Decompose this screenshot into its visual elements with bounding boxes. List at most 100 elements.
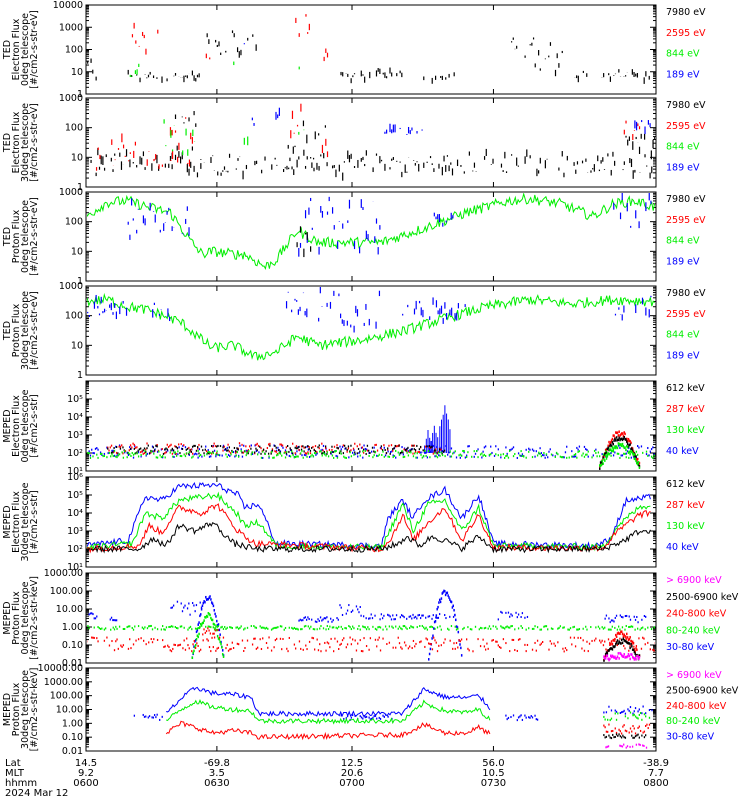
data-point-red — [316, 638, 318, 641]
data-point-green — [492, 625, 494, 628]
data-point-green — [240, 625, 242, 628]
data-point-black — [115, 446, 118, 449]
data-point-red — [619, 637, 621, 640]
data-point-blue — [201, 604, 204, 608]
data-point-red — [626, 440, 629, 443]
data-point-green — [436, 626, 439, 629]
data-point-red — [629, 645, 631, 648]
data-point-red — [256, 442, 258, 445]
data-point-green — [341, 628, 344, 631]
data-point-blue — [619, 711, 621, 714]
data-point-red — [246, 639, 249, 642]
data-point-green — [497, 454, 499, 457]
data-point-green — [609, 448, 612, 452]
data-point-black — [204, 448, 206, 451]
data-point-blue — [352, 714, 354, 717]
data-point-green — [384, 625, 387, 628]
data-point-red — [412, 639, 415, 642]
data-point-green — [110, 455, 112, 458]
data-point-blue — [572, 455, 574, 458]
data-point-blue — [160, 448, 163, 451]
data-point-blue — [362, 615, 365, 618]
data-point-black — [394, 444, 396, 447]
data-point-blue — [115, 445, 117, 448]
data-point-green — [225, 453, 227, 456]
data-point-blue — [305, 454, 307, 457]
data-point-green — [618, 452, 620, 455]
data-point-red — [271, 448, 274, 451]
data-point-red — [640, 647, 643, 650]
data-point-blue — [321, 448, 323, 451]
data-point-red — [425, 637, 427, 640]
data-point-red — [615, 431, 617, 434]
data-point-red — [417, 450, 419, 453]
data-point-green — [610, 717, 613, 720]
data-point-green — [127, 625, 130, 628]
data-point-green — [629, 452, 631, 456]
data-point-red — [435, 641, 437, 644]
data-point-red — [438, 644, 440, 647]
data-point-red — [627, 638, 630, 642]
data-point-green — [364, 626, 366, 629]
data-point-green — [403, 625, 406, 628]
data-point-green — [528, 627, 530, 630]
data-point-green — [607, 452, 609, 455]
data-point-blue — [506, 718, 508, 721]
data-point-green — [154, 626, 156, 629]
data-point-blue — [552, 454, 554, 457]
data-point-green — [255, 626, 258, 629]
data-point-red — [626, 636, 629, 639]
data-point-green — [539, 628, 541, 631]
data-point-blue — [577, 448, 579, 451]
panel-frame — [85, 476, 657, 568]
data-point-black — [350, 444, 352, 447]
data-point-blue — [512, 446, 515, 449]
data-point-blue — [379, 446, 382, 449]
data-point-blue — [129, 446, 131, 449]
data-point-black — [608, 649, 610, 652]
y-tick-label: 10³ — [67, 430, 83, 441]
data-point-green — [538, 451, 540, 454]
y-axis-label-line: [#/cm2-s-str-eV] — [29, 197, 40, 276]
y-axis-label-line: 30deg telescope — [20, 670, 31, 749]
data-point-green — [349, 626, 351, 629]
data-point-red — [246, 450, 248, 453]
data-point-blue — [208, 596, 210, 599]
data-point-red — [208, 646, 211, 649]
data-point-blue — [343, 717, 345, 720]
data-point-red — [619, 434, 621, 437]
data-point-red — [303, 446, 305, 449]
data-point-blue — [258, 451, 260, 454]
data-point-blue — [303, 616, 305, 619]
data-point-red — [188, 647, 190, 650]
data-point-red — [362, 451, 365, 454]
data-point-blue — [133, 714, 136, 717]
data-point-red — [635, 645, 638, 648]
data-point-blue — [615, 614, 618, 617]
data-point-red — [134, 446, 137, 449]
data-point-red — [614, 637, 616, 641]
data-point-blue — [530, 715, 532, 718]
data-point-green — [137, 455, 140, 458]
data-point-black — [625, 438, 627, 441]
data-point-blue — [520, 714, 522, 717]
data-point-green — [279, 625, 282, 628]
data-point-red — [229, 452, 232, 455]
data-point-blue — [528, 716, 530, 719]
data-point-blue — [521, 453, 524, 456]
y-tick-label: 10⁵ — [67, 490, 83, 501]
data-point-green — [635, 450, 638, 453]
data-point-blue — [637, 445, 639, 448]
data-point-black — [345, 447, 347, 450]
data-point-red — [350, 449, 352, 452]
data-point-blue — [221, 649, 224, 652]
data-point-blue — [315, 453, 317, 456]
data-point-red — [217, 629, 219, 632]
data-point-green — [216, 626, 218, 629]
data-point-red — [178, 644, 180, 647]
data-point-magenta — [637, 655, 639, 658]
data-point-green — [623, 452, 625, 455]
data-point-black — [635, 654, 637, 657]
data-point-black — [612, 645, 615, 648]
data-point-green — [174, 451, 176, 454]
